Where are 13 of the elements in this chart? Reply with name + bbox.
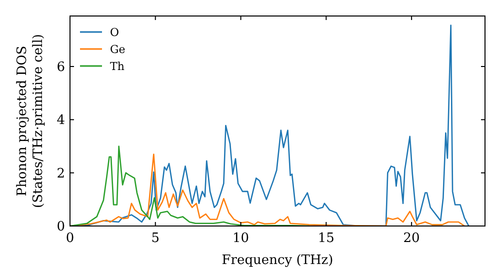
x-tick-label: 20 (403, 231, 420, 246)
legend-label: O (110, 26, 120, 39)
legend-label: Ge (110, 42, 126, 56)
x-tick-label: 15 (318, 231, 334, 246)
y-axis-title: Phonon projected DOS (States/THz·primitive cell) (15, 34, 46, 208)
y-tick-label: 0 (56, 220, 65, 235)
y-tick-label: 6 (56, 60, 65, 76)
x-axis-title: Frequency (THz) (222, 253, 334, 268)
y-tick-label: 2 (56, 166, 65, 182)
x-tick-label: 5 (151, 231, 160, 246)
y-tick-label: 4 (56, 113, 65, 128)
x-tick-label: 10 (232, 231, 250, 246)
legend-label: Th (110, 60, 124, 73)
